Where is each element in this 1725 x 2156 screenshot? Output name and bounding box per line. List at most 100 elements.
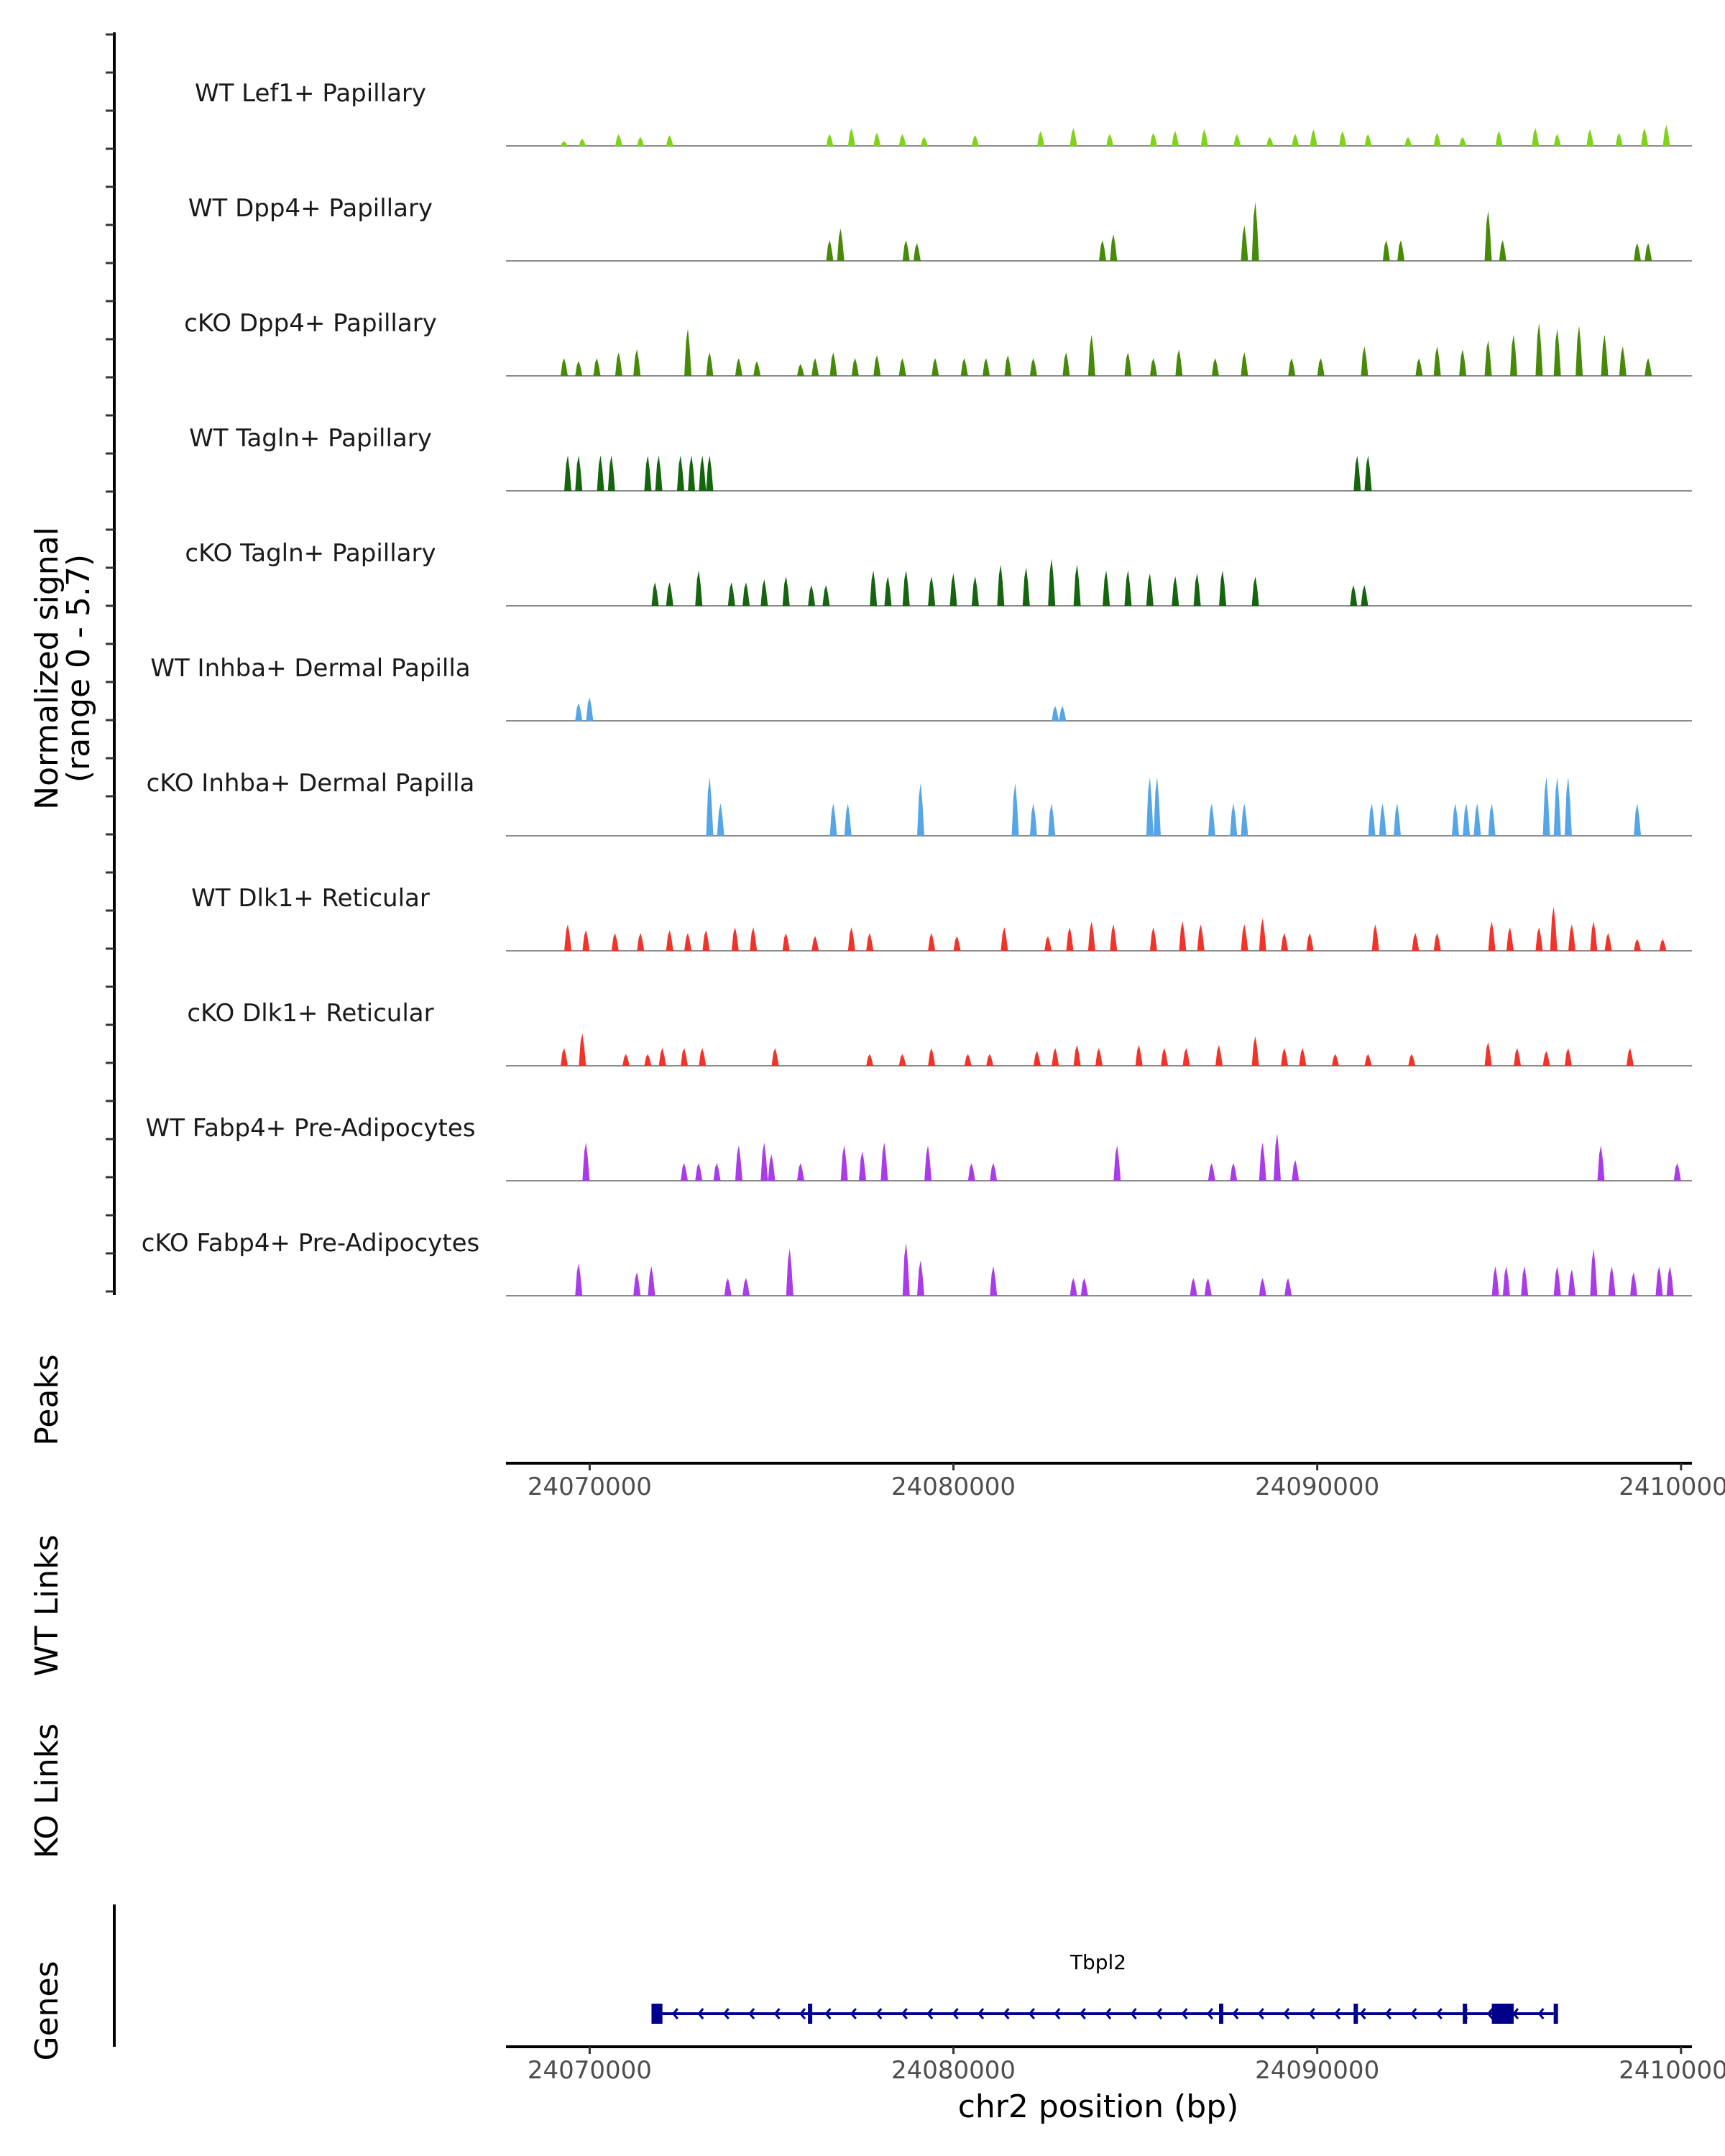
- coverage-peak: [1124, 570, 1132, 606]
- coverage-peak: [1299, 1048, 1307, 1066]
- coverage-peak: [1368, 803, 1376, 836]
- track-1: WT Lef1+ Papillary: [195, 79, 1692, 147]
- coverage-peak: [615, 134, 622, 146]
- coverage-peak: [607, 455, 615, 491]
- strand-arrow: [1308, 2008, 1315, 2019]
- coverage-peak: [681, 1163, 689, 1181]
- x-tick-label: 24080000: [891, 2056, 1016, 2085]
- track-label: WT Dlk1+ Reticular: [191, 884, 430, 913]
- x-tick-label: 24070000: [528, 2056, 652, 2085]
- coverage-peak: [928, 933, 936, 951]
- coverage-peak: [579, 139, 586, 146]
- coverage-peak: [1251, 576, 1259, 606]
- coverage-peak: [932, 358, 939, 376]
- coverage-peak: [1149, 358, 1157, 376]
- coverage-peak: [1288, 358, 1296, 376]
- coverage-peak: [1211, 358, 1219, 376]
- coverage-peak: [1135, 1045, 1143, 1066]
- coverage-peak: [753, 361, 761, 376]
- coverage-peak: [1029, 803, 1037, 836]
- coverage-peak: [1509, 334, 1517, 376]
- coverage-peak: [658, 1048, 666, 1066]
- coverage-peak: [564, 924, 572, 951]
- coverage-peak: [921, 137, 929, 146]
- coverage-peak: [706, 352, 714, 376]
- coverage-peak: [1495, 131, 1503, 146]
- coverage-peak: [735, 1145, 742, 1181]
- coverage-peak: [560, 358, 568, 376]
- coverage-peak: [644, 1054, 652, 1066]
- coverage-peak: [611, 933, 619, 951]
- coverage-peak: [1542, 1051, 1550, 1066]
- coverage-peak: [1259, 1278, 1266, 1296]
- coverage-peak: [826, 240, 834, 261]
- ko-links-track-label: KO Links: [29, 1723, 65, 1858]
- coverage-peak: [1564, 1048, 1572, 1066]
- coverage-peak: [1542, 777, 1550, 836]
- coverage-peak: [1161, 1048, 1169, 1066]
- coverage-peak: [808, 585, 816, 606]
- coverage-peak: [811, 936, 819, 951]
- coverage-peak: [1615, 132, 1623, 146]
- coverage-peak: [967, 1163, 975, 1181]
- coverage-peak: [1535, 323, 1543, 376]
- coverage-peak: [1626, 1048, 1634, 1066]
- strand-arrow: [1410, 2008, 1417, 2019]
- coverage-peak: [1463, 803, 1471, 836]
- coverage-peak: [1124, 352, 1132, 376]
- track-5: cKO Tagln+ Papillary: [185, 539, 1692, 607]
- coverage-peak: [826, 134, 834, 146]
- coverage-peak: [964, 1054, 972, 1066]
- coverage-peak: [1502, 1266, 1510, 1296]
- coverage-peak: [1251, 202, 1259, 261]
- coverage-peak: [1317, 358, 1325, 376]
- genes-track-label: Genes: [29, 1961, 65, 2060]
- strand-arrow: [1156, 2008, 1163, 2019]
- coverage-peak: [1204, 1278, 1212, 1296]
- coverage-peak: [1011, 783, 1019, 836]
- strand-arrow: [1206, 2008, 1213, 2019]
- coverage-peak: [1331, 1054, 1339, 1066]
- coverage-peak: [1350, 585, 1358, 606]
- coverage-peak: [1576, 326, 1583, 376]
- coverage-peak: [695, 1163, 703, 1181]
- coverage-peak: [796, 1163, 804, 1181]
- coverage-peak: [1310, 129, 1317, 146]
- coverage-peak: [1172, 576, 1179, 606]
- coverage-peak: [717, 803, 724, 836]
- coverage-peak: [1553, 777, 1561, 836]
- coverage-peak: [898, 1054, 906, 1066]
- coverage-peak: [1659, 939, 1667, 951]
- coverage-peak: [1553, 328, 1561, 376]
- coverage-peak: [1412, 933, 1420, 951]
- coverage-peak: [648, 1266, 656, 1296]
- coverage-peak: [949, 573, 957, 606]
- coverage-peak: [997, 564, 1005, 606]
- coverage-peak: [873, 355, 881, 376]
- coverage-peak: [1433, 346, 1441, 376]
- coverage-peak: [1110, 234, 1118, 261]
- track-9: cKO Dlk1+ Reticular: [187, 999, 1692, 1067]
- coverage-peak: [1073, 1045, 1081, 1066]
- coverage-peak: [1099, 240, 1107, 261]
- coverage-peak: [1070, 1278, 1077, 1296]
- coverage-peak: [676, 455, 684, 491]
- track-6: WT Inhba+ Dermal Papilla: [150, 654, 1692, 722]
- coverage-peak: [1601, 334, 1609, 376]
- coverage-peak: [1179, 921, 1187, 951]
- coverage-peak: [786, 1248, 794, 1296]
- coverage-peak: [1488, 803, 1496, 836]
- coverage-peak: [1379, 803, 1386, 836]
- coverage-peak: [1095, 1048, 1103, 1066]
- coverage-peak: [760, 1142, 768, 1181]
- coverage-peak: [1215, 1045, 1223, 1066]
- coverage-peak: [829, 803, 837, 836]
- strand-arrow: [722, 2008, 730, 2019]
- coverage-peak: [1149, 927, 1157, 951]
- coverage-peak: [1361, 585, 1368, 606]
- coverage-peak: [1251, 1036, 1259, 1066]
- strand-arrow: [1384, 2008, 1392, 2019]
- coverage-peak: [1292, 1160, 1300, 1181]
- coverage-peak: [1532, 128, 1540, 146]
- coverage-peak: [699, 1048, 707, 1066]
